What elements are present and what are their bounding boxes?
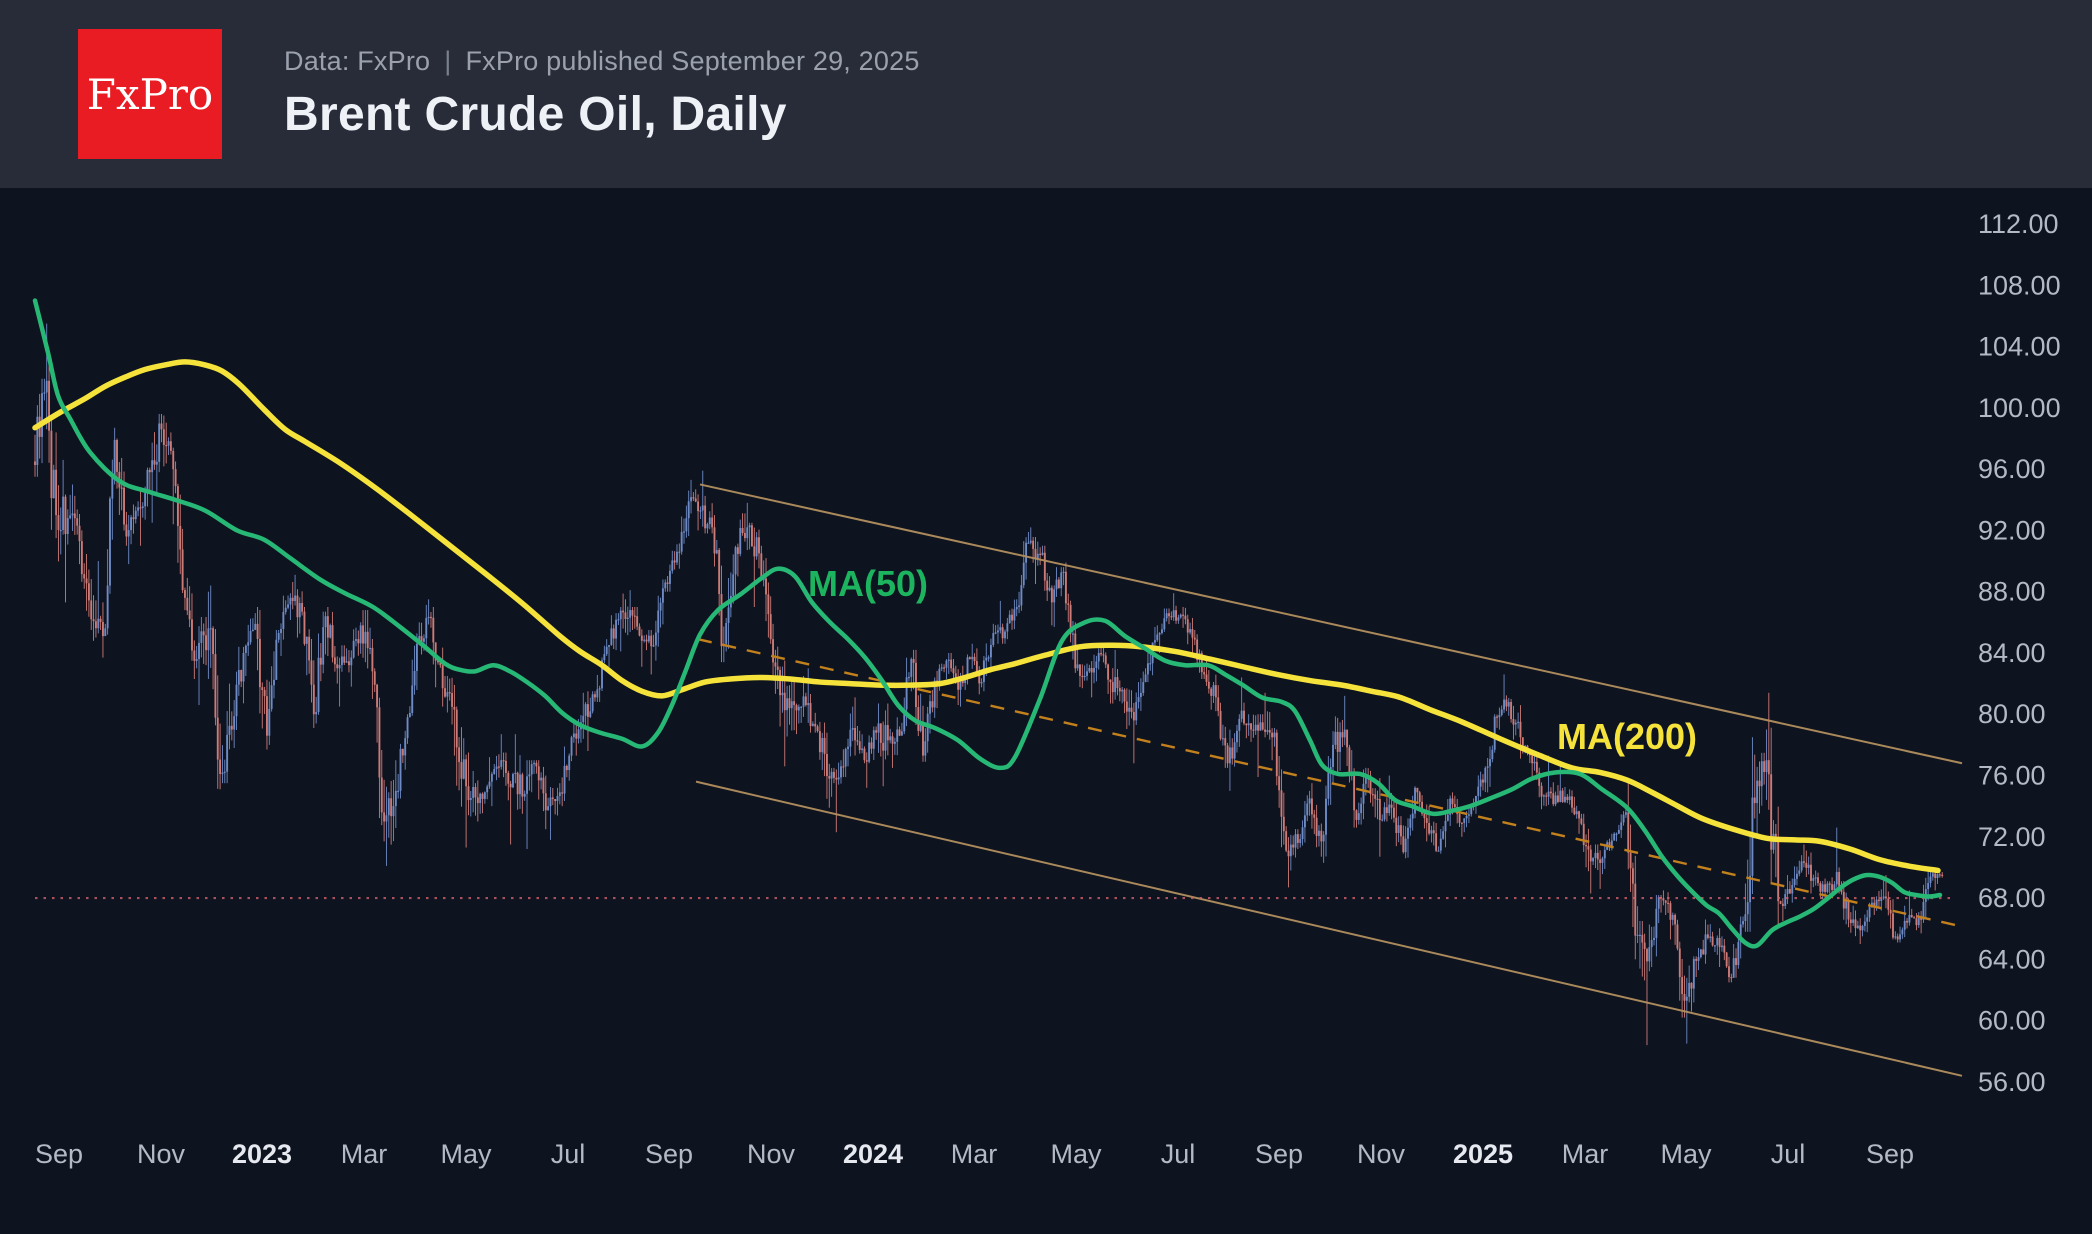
- moving-averages-layer: [32, 298, 1943, 949]
- month-tick-label: May: [1050, 1139, 1102, 1169]
- month-tick-label: Mar: [1562, 1139, 1609, 1169]
- month-tick-label: Sep: [645, 1139, 693, 1169]
- time-axis[interactable]: Sep Nov 2023 Mar May Jul Sep Nov 2024 Mar May Jul Se…: [35, 1139, 1914, 1169]
- data-source-label: Data: FxPro: [284, 46, 431, 76]
- price-tick-label: 72.00: [1978, 822, 2046, 852]
- published-label: FxPro published September 29, 2025: [465, 46, 920, 76]
- month-tick-label: Sep: [35, 1139, 83, 1169]
- price-tick-label: 96.00: [1978, 454, 2046, 484]
- month-tick-label: Mar: [341, 1139, 388, 1169]
- fxpro-logo-text: FxPro: [86, 69, 214, 119]
- source-line: Data: FxPro | FxPro published September 29…: [284, 46, 920, 77]
- month-tick-label: May: [1660, 1139, 1712, 1169]
- year-tick-label: 2025: [1453, 1139, 1513, 1169]
- price-tick-label: 108.00: [1978, 270, 2061, 300]
- year-tick-label: 2024: [843, 1139, 903, 1169]
- channel_upper-trendline: [699, 483, 1963, 765]
- month-tick-label: Jul: [1771, 1139, 1806, 1169]
- price-tick-label: 76.00: [1978, 761, 2046, 791]
- month-tick-label: Jul: [1161, 1139, 1196, 1169]
- price-tick-label: 100.00: [1978, 393, 2061, 423]
- month-tick-label: May: [440, 1139, 492, 1169]
- price-tick-label: 56.00: [1978, 1067, 2046, 1097]
- month-tick-label: Jul: [551, 1139, 586, 1169]
- month-tick-label: Sep: [1255, 1139, 1303, 1169]
- month-tick-label: Mar: [951, 1139, 998, 1169]
- price-tick-label: 104.00: [1978, 332, 2061, 362]
- price-tick-label: 60.00: [1978, 1006, 2046, 1036]
- price-tick-label: 80.00: [1978, 699, 2046, 729]
- price-tick-label: 92.00: [1978, 515, 2046, 545]
- header-text-block: Data: FxPro | FxPro published September 29…: [284, 46, 920, 142]
- price-tick-label: 88.00: [1978, 577, 2046, 607]
- ma50-line: [32, 298, 1943, 949]
- month-tick-label: Nov: [747, 1139, 796, 1169]
- channel-overlays: [35, 483, 1963, 1077]
- price-tick-label: 84.00: [1978, 638, 2046, 668]
- price-axis[interactable]: 112.00 108.00 104.00 100.00 96.00 92.00 88.00 8…: [1978, 209, 2061, 1097]
- fxpro-logo: FxPro: [78, 29, 222, 159]
- price-tick-label: 68.00: [1978, 883, 2046, 913]
- month-tick-label: Nov: [1357, 1139, 1406, 1169]
- ma50-label: MA(50): [808, 563, 928, 604]
- channel_lower-trendline: [695, 780, 1963, 1077]
- price-tick-label: 64.00: [1978, 944, 2046, 974]
- ma200-label: MA(200): [1557, 716, 1697, 757]
- header-bar: FxPro Data: FxPro | FxPro published Septem…: [0, 0, 2092, 188]
- month-tick-label: Nov: [137, 1139, 186, 1169]
- channel-mid-dashed-line: [697, 638, 1959, 927]
- price-tick-label: 112.00: [1978, 209, 2059, 239]
- separator-glyph: |: [444, 46, 452, 76]
- year-tick-label: 2023: [232, 1139, 292, 1169]
- chart-title: Brent Crude Oil, Daily: [284, 88, 787, 141]
- ma200-line: [32, 359, 1941, 874]
- candles-layer: [34, 323, 1944, 1046]
- ma-annotations: MA(50) MA(200): [808, 563, 1697, 757]
- month-tick-label: Sep: [1866, 1139, 1914, 1169]
